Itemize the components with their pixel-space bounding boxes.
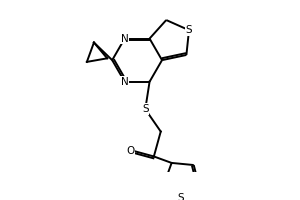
Text: S: S <box>186 25 192 35</box>
Text: S: S <box>142 104 148 114</box>
Text: O: O <box>126 146 134 156</box>
Text: N: N <box>121 77 128 87</box>
Text: S: S <box>177 193 184 200</box>
Text: N: N <box>121 34 128 44</box>
